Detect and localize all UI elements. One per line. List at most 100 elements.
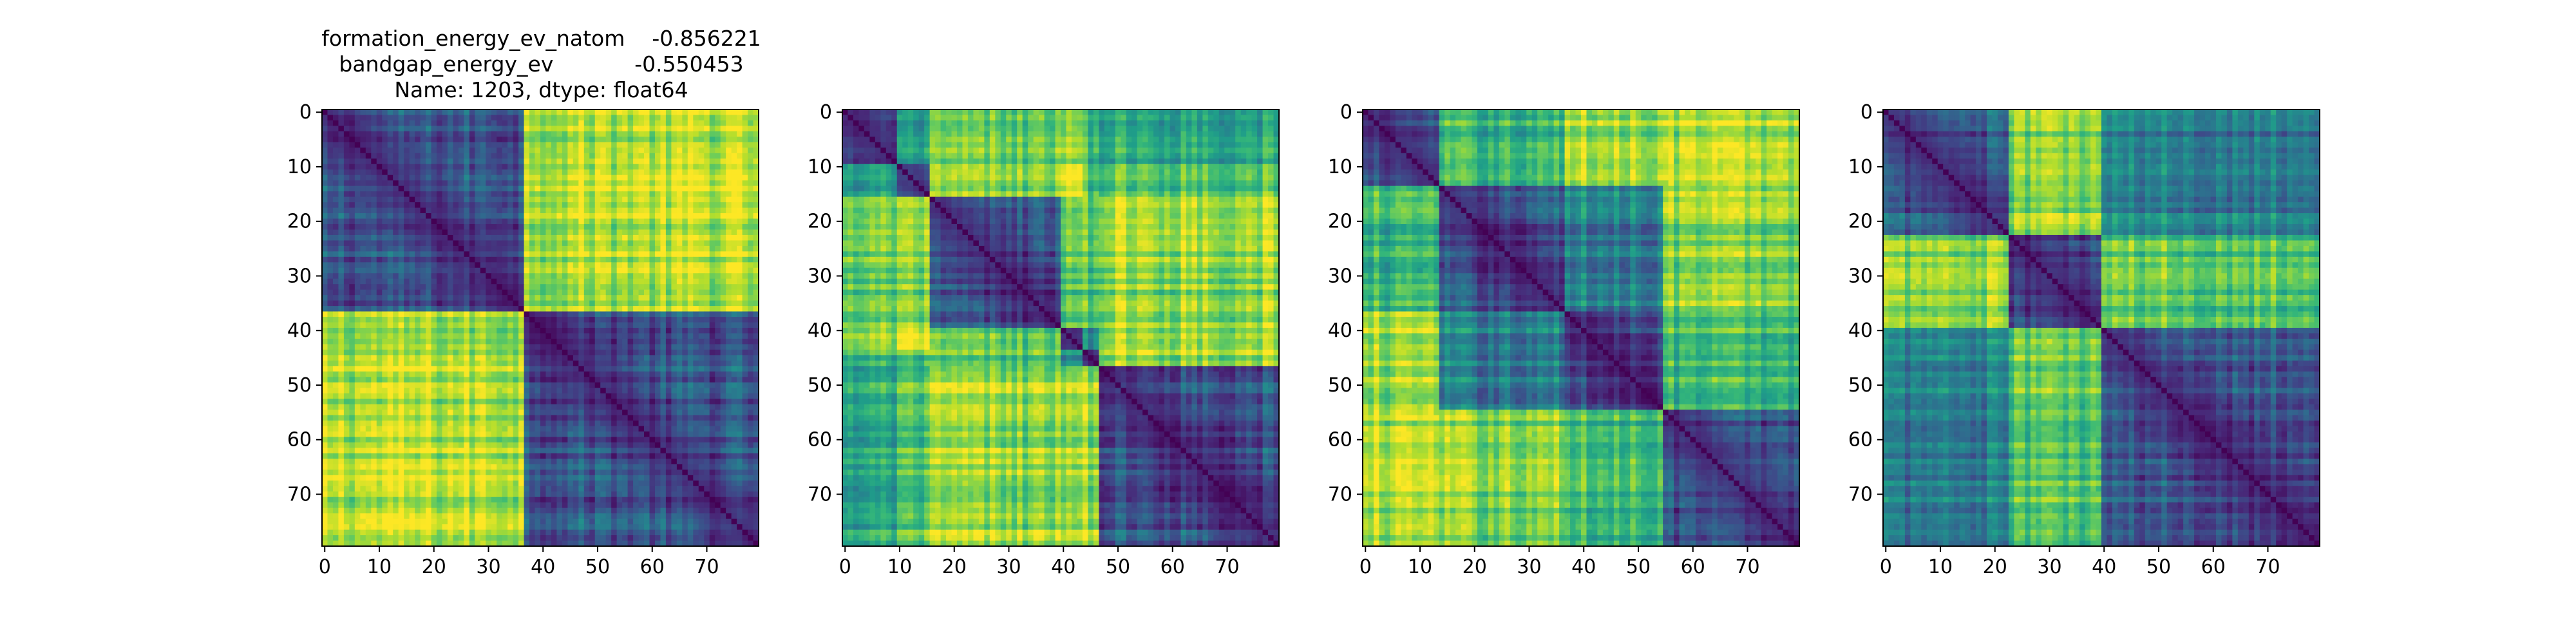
heatmap-cell xyxy=(589,421,596,427)
heatmap-cell xyxy=(327,109,334,116)
heatmap-cell xyxy=(627,437,634,443)
heatmap-cell xyxy=(594,137,601,143)
heatmap-cell xyxy=(748,218,754,225)
heatmap-cell xyxy=(578,256,585,263)
heatmap-cell xyxy=(709,262,715,269)
heatmap-cell xyxy=(600,147,607,154)
heatmap-cell xyxy=(589,240,596,247)
heatmap-cell xyxy=(748,185,754,192)
heatmap-cell xyxy=(415,349,421,355)
heatmap-cell xyxy=(480,185,486,192)
heatmap-cell xyxy=(475,355,481,361)
heatmap-cell xyxy=(404,223,410,231)
heatmap-cell xyxy=(349,240,355,247)
heatmap-cell xyxy=(327,366,334,372)
heatmap-cell xyxy=(529,262,536,269)
heatmap-cell xyxy=(698,245,705,252)
heatmap-cell xyxy=(649,126,656,132)
heatmap-cell xyxy=(371,131,377,137)
heatmap-cell xyxy=(600,349,607,355)
heatmap-cell xyxy=(605,338,612,345)
heatmap-cell xyxy=(409,289,415,296)
heatmap-cell xyxy=(420,147,426,154)
heatmap-cell xyxy=(638,355,645,361)
heatmap-cell xyxy=(638,289,645,296)
heatmap-cell xyxy=(715,349,721,355)
heatmap-cell xyxy=(671,382,677,388)
heatmap-cell xyxy=(633,202,639,209)
heatmap-cell xyxy=(486,431,492,438)
heatmap-cell xyxy=(415,295,421,301)
heatmap-cell xyxy=(442,267,448,274)
heatmap-cell xyxy=(654,131,661,137)
heatmap-cell xyxy=(420,421,426,427)
heatmap-cell xyxy=(491,404,497,410)
heatmap-cell xyxy=(737,240,743,247)
heatmap-cell xyxy=(649,404,656,410)
heatmap-cell xyxy=(382,415,388,421)
heatmap-cell xyxy=(327,349,334,355)
heatmap-cell xyxy=(720,273,726,279)
heatmap-cell xyxy=(726,196,732,203)
heatmap-cell xyxy=(660,169,667,176)
heatmap-cell xyxy=(605,202,612,209)
heatmap-cell xyxy=(436,251,443,258)
heatmap-cell xyxy=(415,442,421,449)
heatmap-cell xyxy=(594,262,601,269)
heatmap-cell xyxy=(518,153,525,159)
heatmap-cell xyxy=(431,349,437,355)
heatmap-cell xyxy=(371,126,377,132)
heatmap-cell xyxy=(649,142,656,148)
heatmap-cell xyxy=(654,169,661,176)
heatmap-cell xyxy=(365,431,372,438)
heatmap-cell xyxy=(583,169,590,176)
heatmap-cell xyxy=(654,421,661,427)
heatmap-cell xyxy=(491,355,497,361)
heatmap-cell xyxy=(426,284,432,290)
heatmap-cell xyxy=(556,207,563,214)
heatmap-cell xyxy=(469,213,475,220)
heatmap-cell xyxy=(436,126,443,132)
heatmap-cell xyxy=(562,410,568,416)
heatmap-cell xyxy=(726,300,732,307)
heatmap-cell xyxy=(573,273,579,279)
heatmap-cell xyxy=(676,306,683,312)
heatmap-cell xyxy=(349,218,355,225)
heatmap-cell xyxy=(731,437,737,443)
heatmap-cell xyxy=(409,164,415,170)
heatmap-cell xyxy=(349,322,355,328)
heatmap-cell xyxy=(649,371,656,377)
heatmap-cell xyxy=(698,126,705,132)
heatmap-cell xyxy=(709,126,715,132)
heatmap-cell xyxy=(486,147,492,154)
heatmap-cell xyxy=(497,218,503,225)
heatmap-cell xyxy=(753,262,759,269)
heatmap-cell xyxy=(415,229,421,236)
heatmap-cell xyxy=(431,371,437,377)
heatmap-cell xyxy=(343,147,350,154)
heatmap-cell xyxy=(409,328,415,334)
heatmap-cell xyxy=(562,421,568,427)
heatmap-cell xyxy=(469,344,475,350)
heatmap-cell xyxy=(524,333,530,339)
heatmap-cell xyxy=(698,240,705,247)
heatmap-cell xyxy=(693,355,699,361)
heatmap-cell xyxy=(551,328,558,334)
heatmap-cell xyxy=(332,218,339,225)
heatmap-cell xyxy=(573,377,579,383)
heatmap-cell xyxy=(551,377,558,383)
heatmap-cell xyxy=(404,448,410,454)
heatmap-cell xyxy=(545,426,552,432)
heatmap-cell xyxy=(535,388,541,394)
heatmap-cell xyxy=(622,218,629,225)
heatmap-cell xyxy=(660,175,667,181)
heatmap-cell xyxy=(720,421,726,427)
heatmap-cell xyxy=(371,180,377,187)
heatmap-cell xyxy=(616,213,623,220)
heatmap-cell xyxy=(731,360,737,366)
heatmap-cell xyxy=(535,218,541,225)
heatmap-cell xyxy=(453,431,459,438)
heatmap-cell xyxy=(676,229,683,236)
heatmap-cell xyxy=(578,366,585,372)
heatmap-cell xyxy=(671,393,677,399)
